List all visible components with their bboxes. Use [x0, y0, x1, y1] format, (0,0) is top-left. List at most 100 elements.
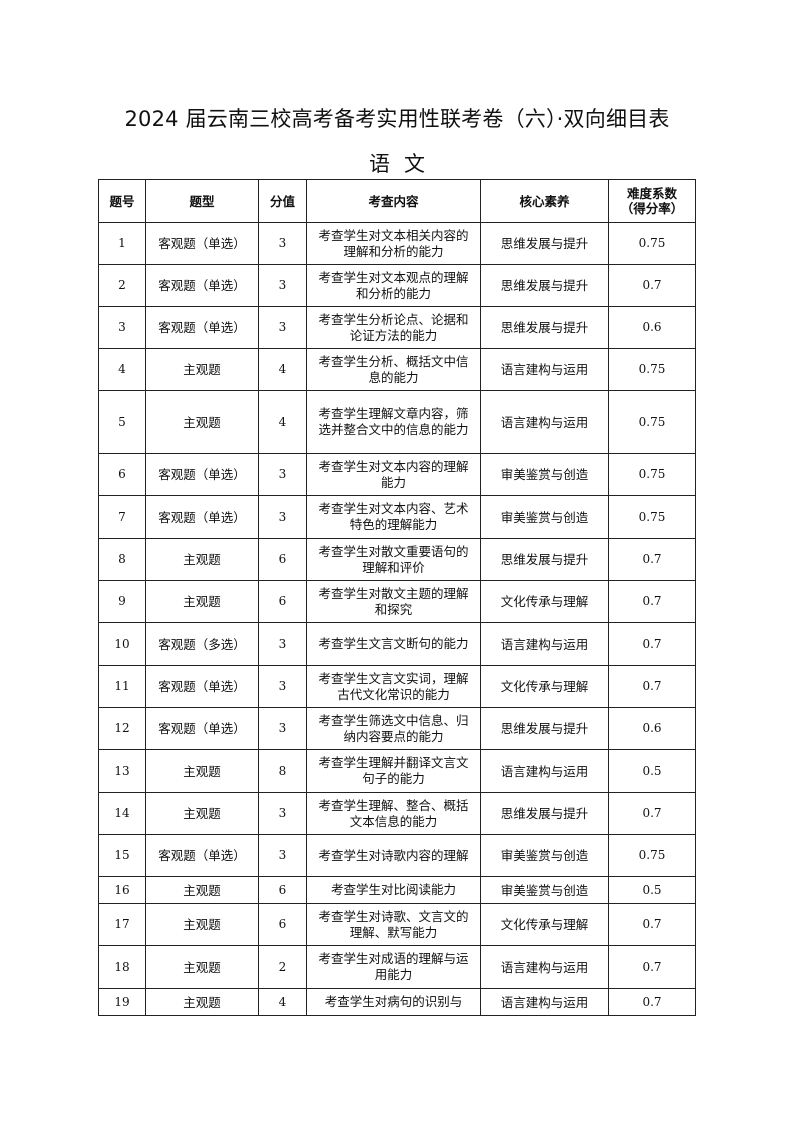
- question-type: 主观题: [145, 876, 259, 904]
- question-number: 1: [98, 222, 146, 265]
- question-type: 主观题: [145, 988, 259, 1016]
- score-value: 4: [258, 390, 307, 454]
- score-value: 3: [258, 622, 307, 666]
- difficulty-coefficient: 0.7: [608, 665, 696, 708]
- question-number: 10: [98, 622, 146, 666]
- assessment-content: 考查学生文言文实词，理解古代文化常识的能力: [306, 665, 481, 708]
- question-number: 19: [98, 988, 146, 1016]
- difficulty-coefficient: 0.75: [608, 222, 696, 265]
- header-score: 分值: [258, 179, 307, 223]
- core-literacy: 审美鉴赏与创造: [480, 495, 609, 539]
- assessment-content: 考查学生分析论点、论据和论证方法的能力: [306, 306, 481, 349]
- assessment-content: 考查学生对散文重要语句的理解和评价: [306, 538, 481, 581]
- question-number: 12: [98, 707, 146, 750]
- core-literacy: 语言建构与运用: [480, 348, 609, 391]
- core-literacy: 语言建构与运用: [480, 390, 609, 454]
- assessment-content: 考查学生对文本内容、艺术特色的理解能力: [306, 495, 481, 539]
- assessment-content: 考查学生文言文断句的能力: [306, 622, 481, 666]
- table-row: 18 主观题 2 考查学生对成语的理解与运用能力 语言建构与运用 0.7: [98, 945, 696, 989]
- header-type: 题型: [145, 179, 259, 223]
- table-row: 5 主观题 4 考查学生理解文章内容，筛选并整合文中的信息的能力 语言建构与运用 0.75: [98, 390, 696, 454]
- core-literacy: 审美鉴赏与创造: [480, 834, 609, 877]
- difficulty-coefficient: 0.7: [608, 622, 696, 666]
- page-title: 2024 届云南三校高考备考实用性联考卷（六）·双向细目表: [124, 107, 670, 131]
- difficulty-coefficient: 0.7: [608, 903, 696, 946]
- table-row: 7 客观题（单选） 3 考查学生对文本内容、艺术特色的理解能力 审美鉴赏与创造 0.75: [98, 495, 696, 539]
- table-row: 17 主观题 6 考查学生对诗歌、文言文的理解、默写能力 文化传承与理解 0.7: [98, 903, 696, 946]
- difficulty-coefficient: 0.75: [608, 453, 696, 496]
- core-literacy: 文化传承与理解: [480, 580, 609, 623]
- question-type: 客观题（单选）: [145, 264, 259, 307]
- table-row: 1 客观题（单选） 3 考查学生对文本相关内容的理解和分析的能力 思维发展与提升 0.75: [98, 222, 696, 265]
- question-type: 主观题: [145, 580, 259, 623]
- core-literacy: 语言建构与运用: [480, 749, 609, 793]
- difficulty-coefficient: 0.7: [608, 538, 696, 581]
- table-row: 4 主观题 4 考查学生分析、概括文中信息的能力 语言建构与运用 0.75: [98, 348, 696, 391]
- question-type: 主观题: [145, 903, 259, 946]
- difficulty-coefficient: 0.75: [608, 348, 696, 391]
- core-literacy: 语言建构与运用: [480, 945, 609, 989]
- table-row: 12 客观题（单选） 3 考查学生筛选文中信息、归纳内容要点的能力 思维发展与提升 0.6: [98, 707, 696, 750]
- question-number: 11: [98, 665, 146, 708]
- question-number: 15: [98, 834, 146, 877]
- score-value: 4: [258, 348, 307, 391]
- difficulty-coefficient: 0.75: [608, 390, 696, 454]
- difficulty-coefficient: 0.7: [608, 580, 696, 623]
- question-number: 7: [98, 495, 146, 539]
- difficulty-coefficient: 0.7: [608, 792, 696, 835]
- question-type: 客观题（单选）: [145, 453, 259, 496]
- core-literacy: 思维发展与提升: [480, 538, 609, 581]
- assessment-content: 考查学生对比阅读能力: [306, 876, 481, 904]
- assessment-content: 考查学生对成语的理解与运用能力: [306, 945, 481, 989]
- difficulty-coefficient: 0.6: [608, 306, 696, 349]
- assessment-content: 考查学生对散文主题的理解和探究: [306, 580, 481, 623]
- question-type: 客观题（多选）: [145, 622, 259, 666]
- core-literacy: 审美鉴赏与创造: [480, 453, 609, 496]
- core-literacy: 语言建构与运用: [480, 622, 609, 666]
- table-row: 15 客观题（单选） 3 考查学生对诗歌内容的理解 审美鉴赏与创造 0.75: [98, 834, 696, 877]
- question-number: 5: [98, 390, 146, 454]
- difficulty-coefficient: 0.7: [608, 264, 696, 307]
- subject-heading: 语文: [369, 152, 439, 176]
- difficulty-coefficient: 0.6: [608, 707, 696, 750]
- header-content: 考查内容: [306, 179, 481, 223]
- core-literacy: 审美鉴赏与创造: [480, 876, 609, 904]
- core-literacy: 思维发展与提升: [480, 707, 609, 750]
- assessment-content: 考查学生分析、概括文中信息的能力: [306, 348, 481, 391]
- question-type: 客观题（单选）: [145, 834, 259, 877]
- assessment-content: 考查学生对病句的识别与: [306, 988, 481, 1016]
- question-number: 3: [98, 306, 146, 349]
- question-type: 主观题: [145, 390, 259, 454]
- core-literacy: 思维发展与提升: [480, 222, 609, 265]
- question-type: 客观题（单选）: [145, 222, 259, 265]
- table-row: 3 客观题（单选） 3 考查学生分析论点、论据和论证方法的能力 思维发展与提升 0.6: [98, 306, 696, 349]
- score-value: 3: [258, 665, 307, 708]
- table-row: 6 客观题（单选） 3 考查学生对文本内容的理解能力 审美鉴赏与创造 0.75: [98, 453, 696, 496]
- question-number: 2: [98, 264, 146, 307]
- difficulty-coefficient: 0.7: [608, 945, 696, 989]
- question-type: 客观题（单选）: [145, 306, 259, 349]
- core-literacy: 思维发展与提升: [480, 306, 609, 349]
- question-number: 13: [98, 749, 146, 793]
- score-value: 3: [258, 453, 307, 496]
- table-row: 13 主观题 8 考查学生理解并翻译文言文句子的能力 语言建构与运用 0.5: [98, 749, 696, 793]
- score-value: 8: [258, 749, 307, 793]
- score-value: 3: [258, 222, 307, 265]
- assessment-content: 考查学生理解、整合、概括文本信息的能力: [306, 792, 481, 835]
- question-type: 主观题: [145, 945, 259, 989]
- score-value: 4: [258, 988, 307, 1016]
- table-row: 19 主观题 4 考查学生对病句的识别与 语言建构与运用 0.7: [98, 988, 696, 1016]
- core-literacy: 语言建构与运用: [480, 988, 609, 1016]
- table-header-row: 题号 题型 分值 考查内容 核心素养 难度系数（得分率）: [98, 179, 696, 223]
- table-row: 14 主观题 3 考查学生理解、整合、概括文本信息的能力 思维发展与提升 0.7: [98, 792, 696, 835]
- header-difficulty: 难度系数（得分率）: [608, 179, 696, 223]
- core-literacy: 思维发展与提升: [480, 264, 609, 307]
- specification-table: 题号 题型 分值 考查内容 核心素养 难度系数（得分率） 1 客观题（单选） 3 考查…: [98, 179, 696, 1016]
- question-type: 客观题（单选）: [145, 665, 259, 708]
- question-number: 16: [98, 876, 146, 904]
- assessment-content: 考查学生对文本观点的理解和分析的能力: [306, 264, 481, 307]
- header-no: 题号: [98, 179, 146, 223]
- difficulty-coefficient: 0.5: [608, 749, 696, 793]
- question-type: 主观题: [145, 792, 259, 835]
- table-row: 8 主观题 6 考查学生对散文重要语句的理解和评价 思维发展与提升 0.7: [98, 538, 696, 581]
